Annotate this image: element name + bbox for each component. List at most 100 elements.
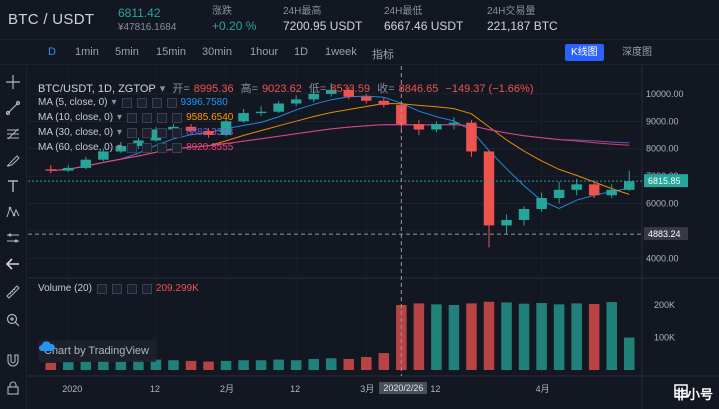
- high-value: 7200.95 USDT: [283, 19, 363, 33]
- symbol-label[interactable]: BTC/USDT, 1D, ZGTOP: [38, 83, 156, 95]
- volume-bar: [203, 361, 214, 370]
- candle-body: [483, 151, 495, 226]
- settings-icon[interactable]: [136, 97, 147, 108]
- volume-bar: [80, 361, 92, 370]
- candle-body: [343, 89, 355, 97]
- indicators-button[interactable]: 指标: [372, 49, 394, 61]
- tradingview-watermark[interactable]: Chart by TradingView: [38, 340, 157, 362]
- volume-bar: [553, 304, 565, 370]
- more-icon[interactable]: [141, 283, 152, 294]
- back-arrow-icon[interactable]: [3, 254, 23, 274]
- pattern-icon[interactable]: [3, 202, 23, 222]
- volume-bar: [571, 303, 582, 370]
- chart-canvas[interactable]: 10000.009000.008000.007000.006000.005000…: [28, 66, 719, 409]
- last-price-block: 6811.42 ¥47816.1684: [118, 5, 176, 34]
- high-block: 24H最高 7200.95 USDT: [283, 5, 362, 34]
- crosshair-icon[interactable]: [3, 72, 23, 92]
- lock-icon[interactable]: [3, 378, 23, 398]
- close-value: 8846.65: [398, 83, 439, 95]
- tf-15min[interactable]: 15min: [156, 46, 186, 58]
- candle-body: [255, 111, 267, 114]
- high-value: 9023.62: [262, 83, 302, 95]
- magnet-icon[interactable]: [3, 350, 23, 370]
- settings-icon[interactable]: [142, 142, 153, 153]
- candle-body: [238, 113, 249, 122]
- pair-title: BTC / USDT: [8, 11, 95, 28]
- volume-bar: [308, 358, 319, 370]
- zoom-in-icon[interactable]: [3, 310, 23, 330]
- settings-icon[interactable]: [142, 127, 153, 138]
- dropdown-icon[interactable]: ▾: [117, 112, 123, 123]
- time-tick-label: 12: [430, 384, 440, 394]
- volume-legend-value: 209.299K: [155, 283, 199, 294]
- price-chart[interactable]: 10000.009000.008000.007000.006000.005000…: [28, 66, 719, 409]
- dropdown-icon[interactable]: ▾: [111, 97, 117, 108]
- candle-body: [273, 103, 284, 112]
- volume-block: 24H交易量 221,187 BTC: [487, 5, 558, 34]
- fib-icon[interactable]: [3, 124, 23, 144]
- trend-line-icon[interactable]: [3, 98, 23, 118]
- candle-body: [518, 208, 530, 220]
- volume-bar: [290, 360, 302, 370]
- ma5-legend[interactable]: MA (5, close, 0) ▾ 9396.7580: [38, 97, 228, 108]
- text-icon[interactable]: [3, 176, 23, 196]
- dropdown-icon[interactable]: ▾: [117, 142, 123, 153]
- volume-tick-label: 100K: [654, 333, 675, 343]
- time-tick-label: 12: [290, 384, 300, 394]
- brush-icon[interactable]: [3, 150, 23, 170]
- tf-30min[interactable]: 30min: [202, 46, 232, 58]
- volume-bar: [150, 359, 162, 370]
- tf-5min[interactable]: 5min: [115, 46, 139, 58]
- ma10-value: 9585.6540: [186, 112, 234, 123]
- ma30-legend[interactable]: MA (30, close, 0) ▾ 8882.3313: [38, 127, 233, 138]
- candle-body: [308, 93, 319, 100]
- volume-bar: [413, 303, 425, 370]
- volume-bar: [588, 304, 600, 370]
- tf-d[interactable]: D: [48, 46, 56, 58]
- eye-icon[interactable]: [96, 283, 107, 294]
- close-icon[interactable]: [126, 283, 137, 294]
- close-icon[interactable]: [151, 97, 162, 108]
- volume-bar: [220, 360, 232, 370]
- ma60-value: 8920.8555: [186, 142, 234, 153]
- tf-1week[interactable]: 1week: [325, 46, 357, 58]
- depth-view-button[interactable]: 深度图: [622, 47, 652, 58]
- settings-icon[interactable]: [111, 283, 122, 294]
- dropdown-icon[interactable]: ▾: [117, 127, 123, 138]
- eye-icon[interactable]: [127, 142, 138, 153]
- volume-tick-label: 200K: [654, 300, 675, 310]
- close-icon[interactable]: [157, 142, 168, 153]
- time-tick-label: 4月: [536, 384, 550, 394]
- more-icon[interactable]: [172, 112, 183, 123]
- volume-bar: [98, 360, 109, 370]
- change-value: +0.20 %: [212, 19, 257, 33]
- tf-1min[interactable]: 1min: [75, 46, 99, 58]
- symbol-dropdown-icon[interactable]: ▾: [159, 83, 166, 95]
- ma60-legend[interactable]: MA (60, close, 0) ▾ 8920.8555: [38, 142, 233, 153]
- ma10-legend[interactable]: MA (10, close, 0) ▾ 9585.6540: [38, 112, 233, 123]
- eye-icon[interactable]: [121, 97, 132, 108]
- more-icon[interactable]: [172, 142, 183, 153]
- tf-1d[interactable]: 1D: [294, 46, 309, 58]
- volume-legend[interactable]: Volume (20) 209.299K: [38, 283, 199, 294]
- close-icon[interactable]: [157, 112, 168, 123]
- more-icon[interactable]: [172, 127, 183, 138]
- ma60-name: MA (60, close, 0): [38, 142, 114, 153]
- candle-body: [115, 145, 127, 152]
- low-block: 24H最低 6667.46 USDT: [384, 5, 463, 34]
- tf-1hour[interactable]: 1hour: [250, 46, 279, 58]
- ruler-icon[interactable]: [3, 282, 23, 302]
- open-label: 开=: [172, 83, 190, 95]
- candle-body: [413, 124, 425, 130]
- volume-bar: [238, 360, 249, 370]
- more-icon[interactable]: [166, 97, 177, 108]
- close-icon[interactable]: [157, 127, 168, 138]
- eye-icon[interactable]: [127, 127, 138, 138]
- eye-icon[interactable]: [127, 112, 138, 123]
- measure-icon[interactable]: [3, 228, 23, 248]
- settings-icon[interactable]: [142, 112, 153, 123]
- volume-bar: [343, 358, 355, 370]
- candle-body: [361, 96, 372, 101]
- kline-view-button[interactable]: K线图: [565, 44, 604, 61]
- cloud-icon: [39, 341, 55, 351]
